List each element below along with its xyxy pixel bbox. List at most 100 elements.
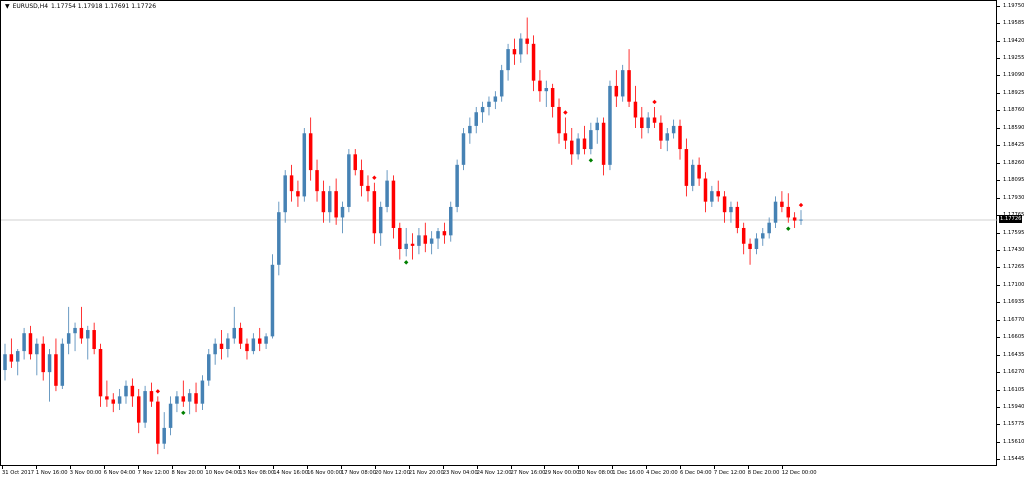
candle	[168, 396, 173, 436]
price-tick-mark	[997, 284, 1000, 286]
candle	[92, 322, 96, 355]
sell-signal-marker	[652, 99, 657, 105]
current-price-badge: 1.17726	[999, 214, 1023, 223]
price-tick-label: 1.19420	[1003, 37, 1024, 44]
price-tick-label: 1.15940	[1003, 403, 1024, 410]
candle	[353, 149, 357, 176]
candle	[321, 180, 326, 223]
candle-body	[270, 264, 275, 337]
candle	[404, 227, 408, 257]
candle-body	[98, 348, 103, 397]
candle-body	[181, 396, 186, 402]
candle	[570, 128, 574, 165]
price-tick-label: 1.16935	[1003, 299, 1024, 306]
candle-body	[372, 191, 377, 234]
candle-body	[646, 117, 650, 129]
candle	[35, 338, 39, 376]
candle	[461, 128, 466, 171]
candle	[143, 385, 147, 428]
candle-body	[200, 380, 205, 404]
candle	[302, 128, 307, 202]
candle-body	[15, 351, 20, 362]
candle	[66, 306, 71, 355]
candle	[436, 227, 440, 250]
price-tick-mark	[997, 23, 1000, 25]
price-tick-label: 1.17100	[1003, 281, 1024, 288]
time-tick-label: 17 Nov 08:00	[341, 470, 376, 476]
candle-body	[219, 343, 224, 349]
candle-body	[168, 403, 173, 428]
candle-body	[111, 399, 116, 404]
candle	[334, 178, 338, 225]
candle-body	[493, 96, 498, 102]
candle-body	[398, 227, 402, 250]
candle-body	[468, 125, 472, 134]
candle	[493, 91, 498, 110]
time-tick-mark	[544, 466, 546, 469]
candle-body	[175, 396, 179, 404]
candle	[156, 396, 160, 455]
candle-body	[449, 206, 453, 236]
candle-body	[417, 235, 421, 246]
candle-body	[792, 217, 797, 221]
candle-body	[257, 338, 262, 344]
candle-body	[423, 235, 428, 244]
candle-body	[633, 101, 638, 118]
price-tick-mark	[997, 302, 1000, 304]
time-axis[interactable]: 31 Oct 2017 1 Nov 16:00 3 Nov 00:00 6 Nov 0…	[0, 466, 997, 480]
time-tick-label: 7 Nov 12:00	[137, 470, 170, 476]
candle	[328, 185, 332, 223]
time-tick-label: 29 Nov 00:00	[544, 470, 580, 476]
time-tick-mark	[578, 466, 580, 469]
time-tick-label: 13 Nov 08:00	[239, 470, 275, 476]
candle-body	[741, 227, 746, 244]
candle	[538, 70, 542, 102]
candle	[601, 117, 606, 176]
price-tick-mark	[997, 319, 1000, 321]
candle-body	[767, 222, 771, 234]
candle	[398, 222, 402, 260]
price-tick-mark	[997, 197, 1000, 199]
price-tick-label: 1.15445	[1003, 456, 1024, 462]
candle-body	[716, 191, 720, 197]
time-tick-label: 21 Nov 20:00	[408, 470, 444, 476]
time-tick-label: 8 Dec 20:00	[747, 470, 780, 476]
candle	[627, 49, 631, 107]
candle	[111, 393, 116, 413]
candle-body	[531, 43, 536, 81]
price-tick-mark	[997, 250, 1000, 252]
price-tick-mark	[997, 162, 1000, 164]
candle-body	[474, 112, 478, 126]
candle	[22, 327, 26, 360]
candle	[47, 348, 52, 402]
candle-body	[334, 191, 338, 218]
time-tick-label: 7 Dec 12:00	[713, 470, 746, 476]
triangle-down-icon: ▼	[5, 3, 10, 10]
candle-body	[385, 180, 389, 207]
price-tick-label: 1.17765	[1003, 212, 1024, 218]
price-axis[interactable]: 1.19750 1.19585 1.19420 1.19255 1.19090 1.189…	[997, 0, 1024, 480]
candlestick-chart[interactable]	[1, 1, 998, 467]
candle	[149, 382, 154, 407]
time-tick-label: 6 Nov 04:00	[103, 470, 136, 476]
price-tick-label: 1.17595	[1003, 229, 1024, 236]
candle-body	[28, 333, 33, 355]
candle	[130, 378, 135, 407]
price-tick-mark	[997, 406, 1000, 408]
candle-body	[404, 243, 408, 250]
candle-body	[22, 333, 26, 352]
chart-plot-area[interactable]: ▼ EURUSD,H4 1.17754 1.17918 1.17691 1.17…	[0, 0, 998, 467]
candle	[780, 191, 784, 213]
candle	[614, 70, 619, 107]
candle-body	[86, 330, 90, 339]
candle	[659, 115, 663, 150]
buy-signal-marker	[588, 158, 594, 163]
symbol-timeframe-label: EURUSD,H4	[12, 3, 49, 10]
time-tick-mark	[239, 466, 241, 469]
time-tick-mark	[510, 466, 512, 469]
price-tick-label: 1.18095	[1003, 177, 1024, 184]
time-tick-label: 24 Nov 12:00	[476, 470, 512, 476]
candle-body	[251, 338, 256, 352]
time-tick-mark	[103, 466, 105, 469]
